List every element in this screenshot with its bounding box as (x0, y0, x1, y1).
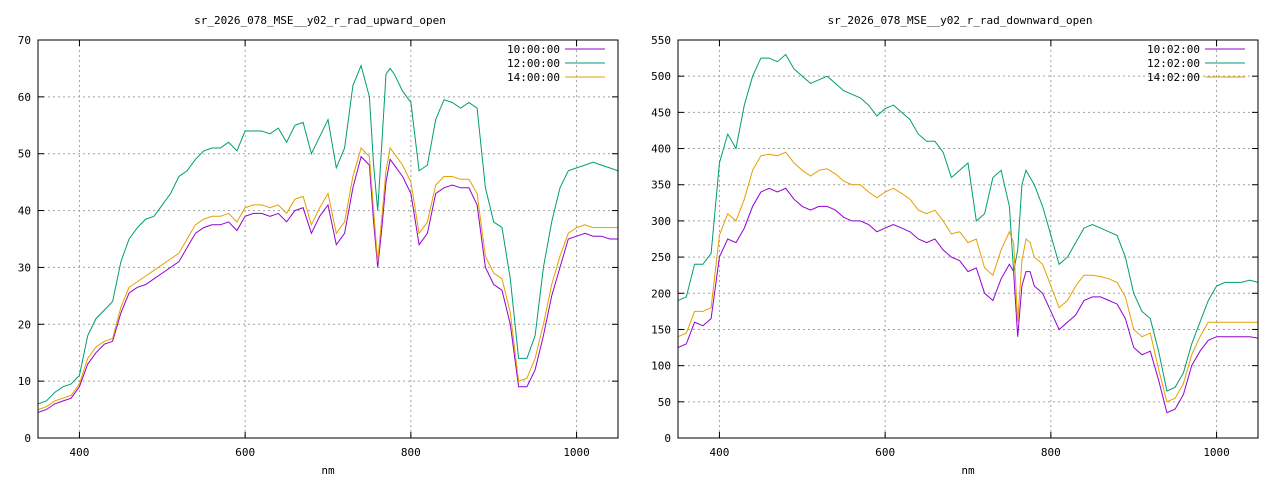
upward-series-line-0 (38, 155, 618, 413)
downward-y-tick-label: 450 (651, 106, 671, 119)
upward-y-tick-label: 60 (18, 91, 31, 104)
downward-y-tick-label: 200 (651, 287, 671, 300)
upward-legend-label-1: 12:00:00 (507, 57, 560, 70)
upward-legend-label-2: 14:00:00 (507, 71, 560, 84)
downward-x-tick-label: 800 (1041, 446, 1061, 459)
upward-legend-label-0: 10:00:00 (507, 43, 560, 56)
downward-series-line-2 (678, 151, 1258, 403)
upward-y-tick-label: 10 (18, 375, 31, 388)
downward-y-tick-label: 500 (651, 70, 671, 83)
upward-radiance-svg: sr_2026_078_MSE__y02_r_rad_upward_open 0 1… (18, 14, 619, 477)
downward-x-axis-label: nm (961, 464, 975, 477)
upward-x-tick-label: 1000 (563, 446, 590, 459)
upward-y-tick-label: 40 (18, 205, 31, 218)
downward-y-tick-label: 400 (651, 143, 671, 156)
upward-chart-title: sr_2026_078_MSE__y02_r_rad_upward_open (194, 14, 446, 27)
downward-radiance-chart: sr_2026_078_MSE__y02_r_rad_downward_open… (640, 0, 1280, 480)
upward-x-axis-label: nm (321, 464, 335, 477)
upward-x-tick-label: 800 (401, 446, 421, 459)
upward-x-tick-label: 600 (235, 446, 255, 459)
downward-legend-label-0: 10:02:00 (1147, 43, 1200, 56)
downward-y-tick-label: 0 (664, 432, 671, 445)
downward-legend-label-1: 12:02:00 (1147, 57, 1200, 70)
downward-series-line-0 (678, 187, 1258, 414)
downward-chart-title: sr_2026_078_MSE__y02_r_rad_downward_open (828, 14, 1093, 27)
downward-x-tick-label: 600 (875, 446, 895, 459)
upward-radiance-chart: sr_2026_078_MSE__y02_r_rad_upward_open 0 1… (18, 14, 619, 477)
upward-y-tick-label: 20 (18, 318, 31, 331)
downward-radiance-svg: sr_2026_078_MSE__y02_r_rad_downward_open… (651, 14, 1259, 477)
upward-y-tick-label: 70 (18, 34, 31, 47)
downward-y-tick-label: 50 (658, 396, 671, 409)
downward-y-tick-label: 150 (651, 323, 671, 336)
upward-plot-frame (37, 39, 619, 439)
downward-x-tick-label: 1000 (1203, 446, 1230, 459)
downward-plot-frame (677, 39, 1259, 439)
downward-y-tick-label: 350 (651, 179, 671, 192)
downward-series-line-1 (678, 53, 1258, 392)
downward-y-tick-label: 100 (651, 360, 671, 373)
upward-x-tick-label: 400 (69, 446, 89, 459)
upward-y-tick-label: 0 (24, 432, 31, 445)
upward-y-tick-label: 50 (18, 148, 31, 161)
downward-legend-label-2: 14:02:00 (1147, 71, 1200, 84)
downward-x-tick-label: 400 (709, 446, 729, 459)
upward-series-line-1 (38, 64, 618, 405)
downward-y-tick-label: 250 (651, 251, 671, 264)
downward-y-tick-label: 550 (651, 34, 671, 47)
downward-y-tick-label: 300 (651, 215, 671, 228)
upward-series-line-2 (38, 146, 618, 411)
upward-y-tick-label: 30 (18, 261, 31, 274)
